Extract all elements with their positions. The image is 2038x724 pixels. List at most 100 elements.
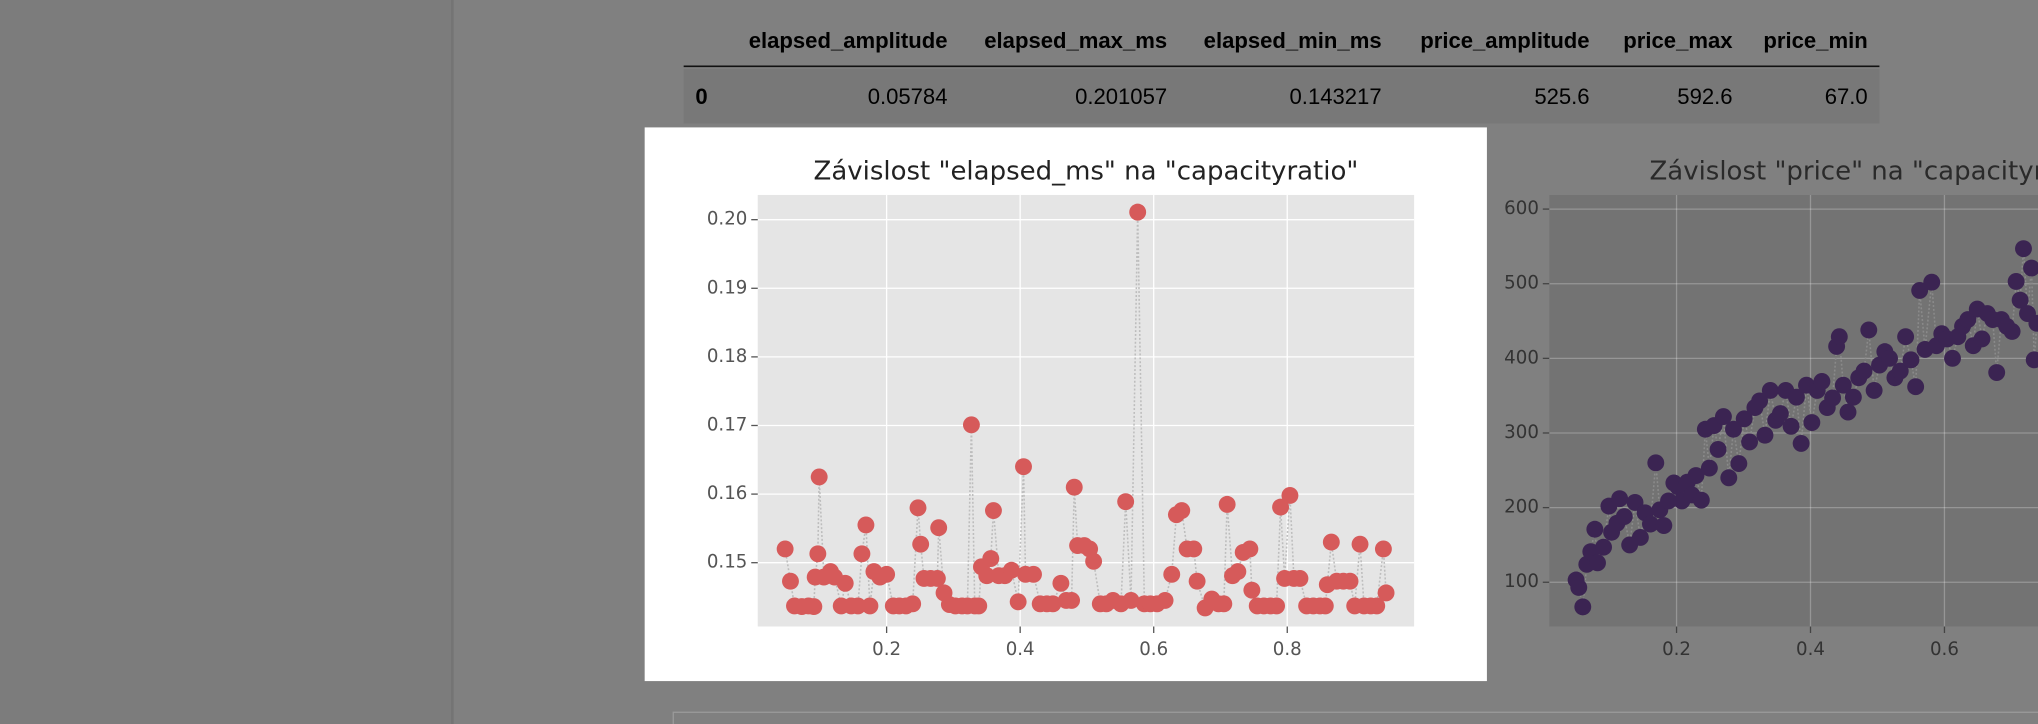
point <box>1009 593 1027 611</box>
y-tick-label: 400 <box>1504 347 1539 368</box>
point <box>1735 410 1753 428</box>
charts: Závislost "elapsed_ms" na "capacityratio… <box>707 156 2038 660</box>
point <box>1589 554 1606 572</box>
point <box>1897 328 1915 346</box>
point <box>1163 565 1181 583</box>
point <box>1787 388 1805 406</box>
point <box>2007 273 2025 290</box>
point <box>1156 591 1174 609</box>
point <box>1844 388 1862 406</box>
point <box>1824 389 1842 407</box>
point <box>1574 598 1592 616</box>
sidebar <box>0 0 453 724</box>
point <box>985 502 1002 520</box>
point <box>1377 584 1395 602</box>
point <box>904 595 922 613</box>
point <box>912 535 930 553</box>
table-cell: 0.201057 <box>1075 84 1167 109</box>
x-tick-label: 0.4 <box>1796 639 1825 660</box>
point <box>1281 487 1299 504</box>
point <box>1586 520 1604 538</box>
column-header: price_max <box>1623 28 1733 53</box>
y-tick-label: 600 <box>1504 198 1539 219</box>
row-index: 0 <box>695 84 707 109</box>
x-tick-label: 0.2 <box>872 639 901 660</box>
chart-title: Závislost "elapsed_ms" na "capacityratio… <box>814 156 1359 186</box>
point <box>1322 533 1340 551</box>
point <box>1025 565 1042 583</box>
point <box>1117 493 1135 511</box>
point <box>1834 376 1852 394</box>
point <box>809 545 827 563</box>
point <box>1291 570 1309 587</box>
column-header: elapsed_min_ms <box>1204 28 1382 53</box>
point <box>1988 364 2006 381</box>
y-tick-label: 0.16 <box>707 483 748 504</box>
point <box>1855 362 1873 380</box>
point <box>1631 529 1649 546</box>
point <box>805 598 823 616</box>
table-cell: 0.05784 <box>868 84 948 109</box>
point <box>2028 314 2038 332</box>
point <box>1063 591 1081 609</box>
point <box>1700 459 1718 477</box>
point <box>1891 362 1909 380</box>
x-tick-label: 0.2 <box>1662 639 1691 660</box>
point <box>1129 203 1147 221</box>
point <box>928 570 946 587</box>
point <box>849 597 867 615</box>
point <box>1944 349 1961 367</box>
table: elapsed_amplitude elapsed_max_ms elapsed_m… <box>695 28 1867 109</box>
chart-title: Závislost "price" na "capacityratio" <box>1649 156 2038 186</box>
y-tick-label: 0.19 <box>707 277 748 298</box>
point <box>1782 417 1800 435</box>
point <box>1268 597 1286 615</box>
point <box>1813 373 1831 390</box>
point <box>1595 538 1612 556</box>
x-tick-label: 0.6 <box>1930 639 1959 660</box>
point <box>1229 563 1247 581</box>
column-header: elapsed_amplitude <box>749 28 948 53</box>
point <box>857 516 875 534</box>
point <box>1241 540 1259 558</box>
point <box>962 416 980 434</box>
y-tick-label: 200 <box>1504 497 1539 518</box>
point <box>1611 490 1629 508</box>
table-row-bg <box>683 68 1880 124</box>
point <box>1188 572 1206 590</box>
point <box>1015 458 1032 476</box>
point <box>1687 467 1705 484</box>
point <box>2023 259 2038 277</box>
table-cell: 0.143217 <box>1290 84 1382 109</box>
table-cell: 67.0 <box>1825 84 1868 109</box>
point <box>1907 378 1925 396</box>
table-cell: 592.6 <box>1677 84 1732 109</box>
point <box>1065 478 1083 496</box>
point <box>2003 323 2021 340</box>
x-tick-label: 0.8 <box>1273 639 1302 660</box>
y-tick-label: 500 <box>1504 273 1539 294</box>
point <box>1714 408 1732 426</box>
point <box>810 468 828 486</box>
y-tick-label: 0.20 <box>707 209 748 230</box>
point <box>1761 381 1779 399</box>
point <box>1881 349 1898 367</box>
point <box>1215 595 1233 613</box>
point <box>1351 535 1369 553</box>
point <box>1692 491 1710 509</box>
point <box>1709 440 1727 458</box>
point <box>1756 426 1774 444</box>
x-tick-label: 0.4 <box>1006 639 1035 660</box>
y-tick-label: 300 <box>1504 422 1539 443</box>
point <box>1660 492 1677 510</box>
point <box>1803 414 1821 431</box>
point <box>1830 328 1848 346</box>
point <box>909 499 927 517</box>
point <box>1374 540 1392 558</box>
point <box>1316 597 1334 615</box>
point <box>1902 351 1920 369</box>
point <box>1272 498 1290 516</box>
point <box>1973 330 1991 348</box>
point <box>970 597 988 615</box>
